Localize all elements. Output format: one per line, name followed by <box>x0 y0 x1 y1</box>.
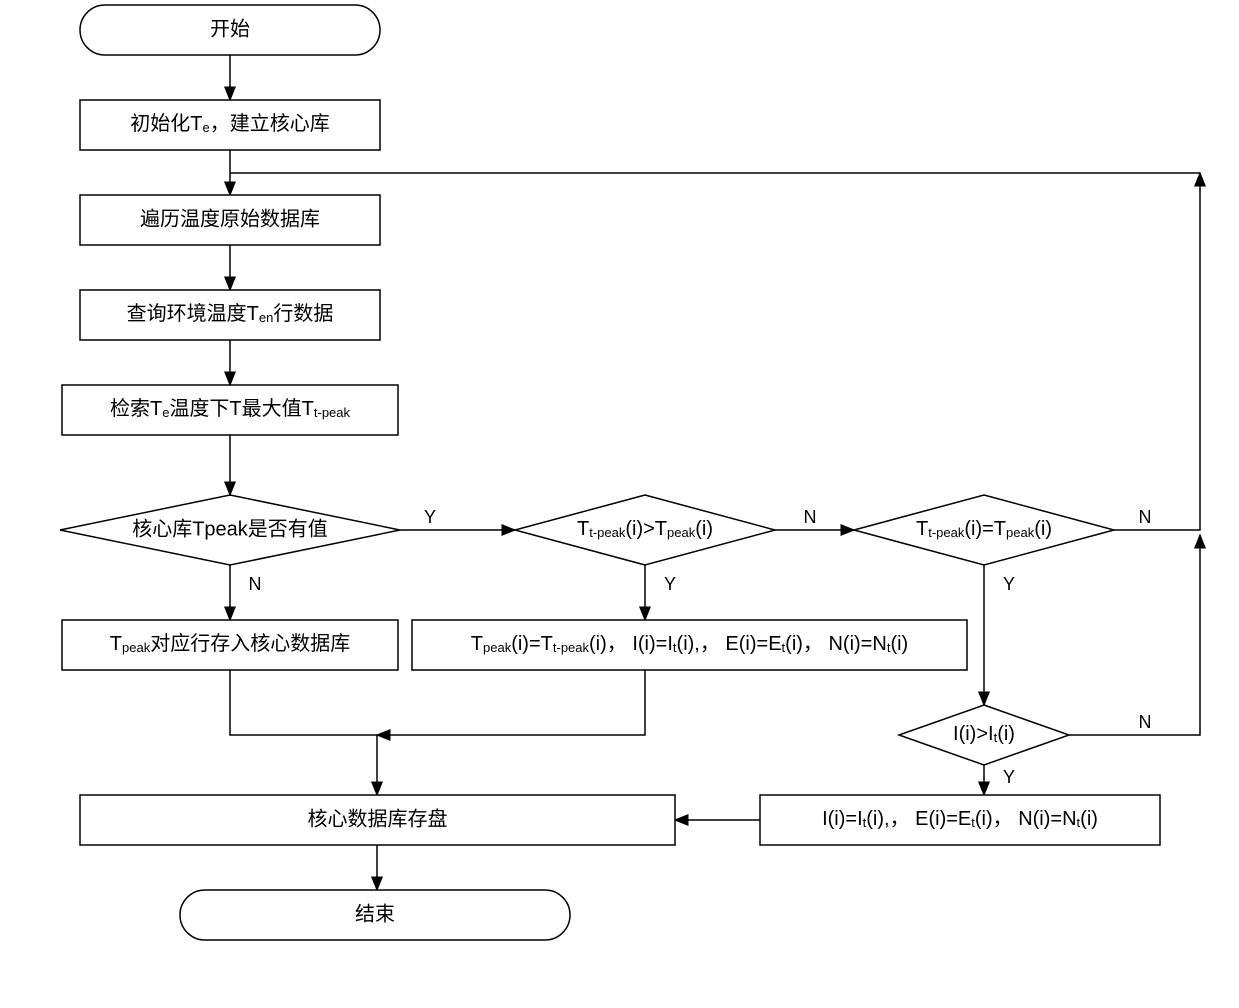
edge-label-9: N <box>1139 507 1152 527</box>
edge-label-8: Y <box>664 574 676 594</box>
node-start: 开始 <box>80 5 380 55</box>
node-label-traverse: 遍历温度原始数据库 <box>140 207 320 230</box>
node-label-d4: I(i)>It(i) <box>953 723 1015 745</box>
node-store: Tpeak对应行存入核心数据库 <box>62 620 398 670</box>
node-d1: 核心库Tpeak是否有值 <box>60 495 400 565</box>
edge-label-12: Y <box>1003 767 1015 787</box>
node-save: 核心数据库存盘 <box>80 795 675 845</box>
node-label-save: 核心数据库存盘 <box>308 807 448 830</box>
node-label-init: 初始化Te，建立核心库 <box>130 112 329 135</box>
edge-label-5: Y <box>424 507 436 527</box>
node-d3: Tt-peak(i)=Tpeak(i) <box>854 495 1114 565</box>
edge-label-7: N <box>804 507 817 527</box>
flowchart-canvas: 开始初始化Te，建立核心库遍历温度原始数据库查询环境温度Ten行数据检索Te温度… <box>0 0 1239 1008</box>
node-end: 结束 <box>180 890 570 940</box>
node-search: 检索Te温度下T最大值Tt-peak <box>62 385 398 435</box>
edge-9 <box>1114 173 1200 530</box>
edge-14 <box>377 670 645 735</box>
node-d4: I(i)>It(i) <box>899 705 1069 765</box>
node-assign2: I(i)=It(i),， E(i)=Et(i)， N(i)=Nt(i) <box>760 795 1160 845</box>
edge-label-10: Y <box>1003 574 1015 594</box>
edge-label-11: N <box>1139 712 1152 732</box>
node-label-start: 开始 <box>210 17 250 40</box>
node-query: 查询环境温度Ten行数据 <box>80 290 380 340</box>
node-d2: Tt-peak(i)>Tpeak(i) <box>515 495 775 565</box>
edge-11 <box>1069 535 1200 735</box>
edge-label-6: N <box>249 574 262 594</box>
node-label-end: 结束 <box>355 902 395 925</box>
node-init: 初始化Te，建立核心库 <box>80 100 380 150</box>
node-label-d1: 核心库Tpeak是否有值 <box>132 517 328 540</box>
node-traverse: 遍历温度原始数据库 <box>80 195 380 245</box>
node-label-assign1: Tpeak(i)=Tt-peak(i)， I(i)=It(i),， E(i)=E… <box>471 633 908 655</box>
node-assign1: Tpeak(i)=Tt-peak(i)， I(i)=It(i),， E(i)=E… <box>412 620 967 670</box>
node-label-query: 查询环境温度Ten行数据 <box>127 302 334 325</box>
edge-13 <box>230 670 377 795</box>
